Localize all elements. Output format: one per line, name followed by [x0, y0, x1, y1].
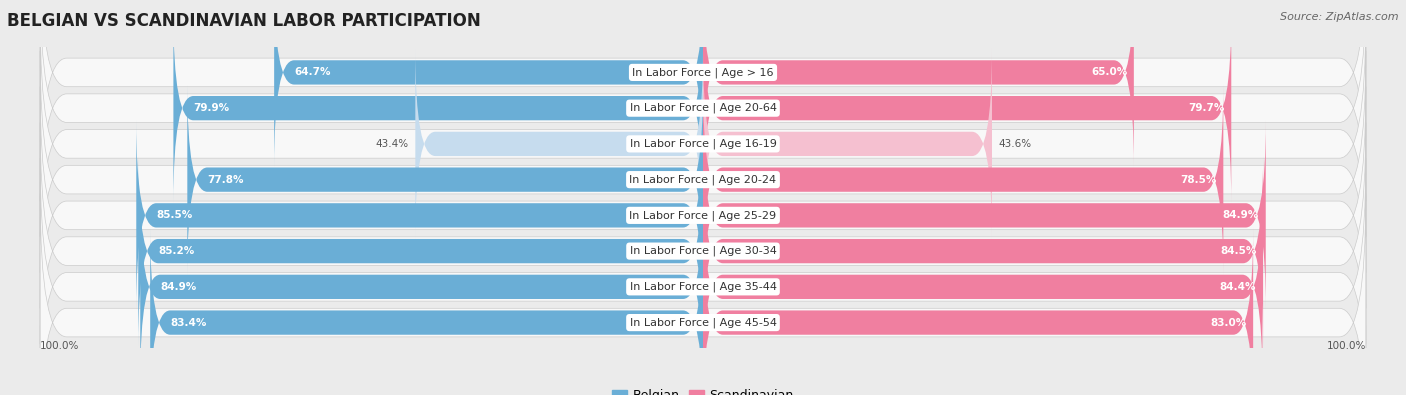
Text: 85.5%: 85.5% — [156, 211, 193, 220]
FancyBboxPatch shape — [415, 49, 703, 239]
Text: 100.0%: 100.0% — [1326, 341, 1365, 351]
FancyBboxPatch shape — [41, 0, 1365, 201]
FancyBboxPatch shape — [136, 120, 703, 310]
FancyBboxPatch shape — [41, 87, 1365, 344]
FancyBboxPatch shape — [703, 120, 1265, 310]
Text: 65.0%: 65.0% — [1091, 68, 1128, 77]
FancyBboxPatch shape — [41, 158, 1365, 395]
FancyBboxPatch shape — [150, 228, 703, 395]
FancyBboxPatch shape — [138, 156, 703, 346]
Text: 84.5%: 84.5% — [1220, 246, 1257, 256]
FancyBboxPatch shape — [703, 192, 1263, 382]
FancyBboxPatch shape — [41, 51, 1365, 308]
FancyBboxPatch shape — [274, 0, 703, 167]
Text: 83.4%: 83.4% — [170, 318, 207, 327]
Text: In Labor Force | Age 35-44: In Labor Force | Age 35-44 — [630, 282, 776, 292]
FancyBboxPatch shape — [703, 85, 1223, 275]
Text: 78.5%: 78.5% — [1180, 175, 1216, 184]
FancyBboxPatch shape — [41, 194, 1365, 395]
Text: In Labor Force | Age 45-54: In Labor Force | Age 45-54 — [630, 317, 776, 328]
Text: 84.9%: 84.9% — [1223, 211, 1260, 220]
Text: In Labor Force | Age 25-29: In Labor Force | Age 25-29 — [630, 210, 776, 221]
Text: 43.6%: 43.6% — [998, 139, 1032, 149]
Text: 64.7%: 64.7% — [294, 68, 330, 77]
Legend: Belgian, Scandinavian: Belgian, Scandinavian — [607, 384, 799, 395]
Text: 100.0%: 100.0% — [41, 341, 80, 351]
FancyBboxPatch shape — [41, 15, 1365, 273]
Text: In Labor Force | Age > 16: In Labor Force | Age > 16 — [633, 67, 773, 78]
Text: Source: ZipAtlas.com: Source: ZipAtlas.com — [1281, 12, 1399, 22]
FancyBboxPatch shape — [703, 49, 993, 239]
FancyBboxPatch shape — [187, 85, 703, 275]
Text: 84.4%: 84.4% — [1219, 282, 1256, 292]
Text: 77.8%: 77.8% — [207, 175, 243, 184]
Text: In Labor Force | Age 20-24: In Labor Force | Age 20-24 — [630, 174, 776, 185]
Text: 79.7%: 79.7% — [1188, 103, 1225, 113]
Text: 43.4%: 43.4% — [375, 139, 409, 149]
Text: BELGIAN VS SCANDINAVIAN LABOR PARTICIPATION: BELGIAN VS SCANDINAVIAN LABOR PARTICIPAT… — [7, 12, 481, 30]
FancyBboxPatch shape — [703, 0, 1133, 167]
Text: In Labor Force | Age 16-19: In Labor Force | Age 16-19 — [630, 139, 776, 149]
Text: 79.9%: 79.9% — [193, 103, 229, 113]
Text: In Labor Force | Age 30-34: In Labor Force | Age 30-34 — [630, 246, 776, 256]
Text: In Labor Force | Age 20-64: In Labor Force | Age 20-64 — [630, 103, 776, 113]
FancyBboxPatch shape — [703, 228, 1253, 395]
FancyBboxPatch shape — [41, 0, 1365, 237]
Text: 83.0%: 83.0% — [1211, 318, 1247, 327]
Text: 85.2%: 85.2% — [157, 246, 194, 256]
Text: 84.9%: 84.9% — [160, 282, 197, 292]
FancyBboxPatch shape — [41, 122, 1365, 380]
FancyBboxPatch shape — [141, 192, 703, 382]
FancyBboxPatch shape — [173, 13, 703, 203]
FancyBboxPatch shape — [703, 156, 1263, 346]
FancyBboxPatch shape — [703, 13, 1232, 203]
